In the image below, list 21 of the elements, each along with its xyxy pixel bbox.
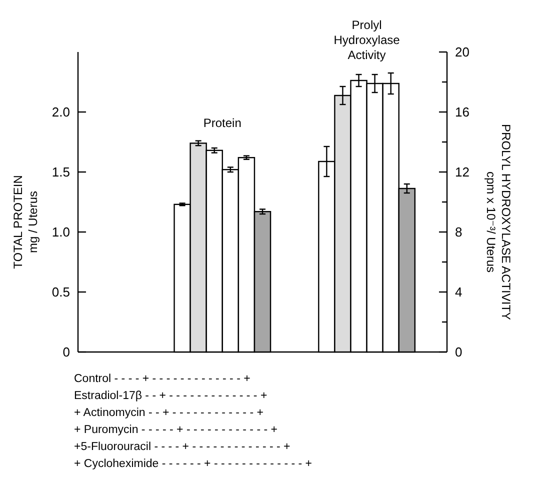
y2-tick-label: 0 <box>455 344 462 360</box>
y2-tick-label: 16 <box>455 104 470 120</box>
series-label: Prolyl Hydroxylase Activity <box>334 18 400 62</box>
text: +5-Fluorouracil - - - - + - - - - - - - - - - - - - + <box>74 441 291 453</box>
y-tick-label: 1.5 <box>52 164 70 180</box>
y2-axis-title: PROLYL HYDROXYLASE ACTIVITY cpm x 10⁻³/ Uterus <box>484 124 513 320</box>
y2-tick-label: 8 <box>455 224 462 240</box>
text: + Actinomycin - - + - - - - - - - - - - - - + <box>74 407 264 419</box>
text: + Puromycin - - - - - + - - - - - - - - - - - - + <box>74 424 278 436</box>
series-label: Protein <box>203 116 242 130</box>
y2-tick-label: 20 <box>455 44 470 60</box>
y-tick-label: 0 <box>62 344 70 360</box>
text: + Cycloheximide - - - - - - + - - - - - - - - - - - - - + <box>74 458 312 470</box>
y-tick-label: 2.0 <box>52 104 70 120</box>
text: Estradiol-17β - - + - - - - - - - - - - - - - + <box>74 390 268 402</box>
y-tick-label: 0.5 <box>52 284 70 300</box>
y-tick-label: 1.0 <box>52 224 70 240</box>
y2-tick-label: 4 <box>455 284 462 300</box>
text: Control - - - - + - - - - - - - - - - - - - + <box>74 373 251 385</box>
y2-tick-label: 12 <box>455 164 470 180</box>
y-axis-title: TOTAL PROTEIN mg / Uterus <box>11 175 40 269</box>
